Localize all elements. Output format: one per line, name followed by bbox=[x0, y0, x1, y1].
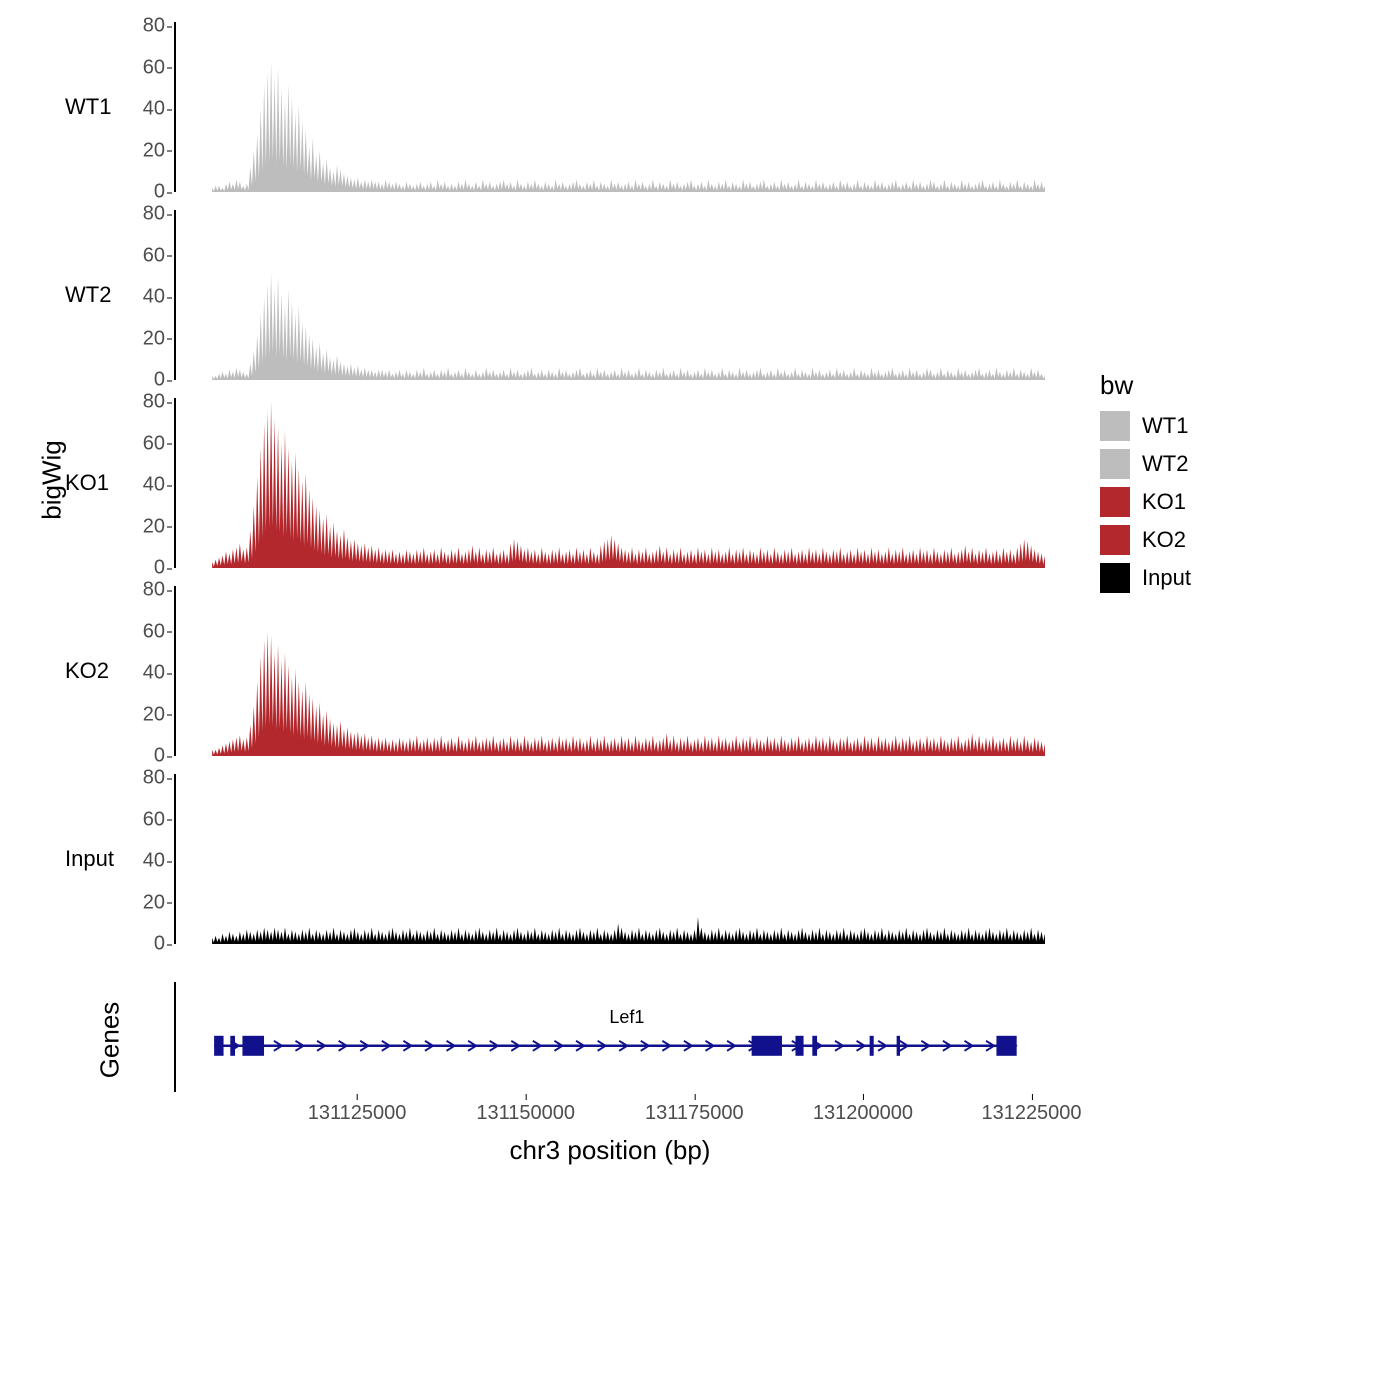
track-profile-svg bbox=[175, 586, 1045, 756]
y-tick: 0 bbox=[154, 933, 175, 956]
legend-item: KO1 bbox=[1100, 487, 1191, 517]
track-label: KO2 bbox=[65, 658, 109, 684]
track-label: KO1 bbox=[65, 470, 109, 496]
x-tick: 131150000 bbox=[476, 1102, 575, 1125]
track-panel-ko1: KO1 020406080 bbox=[175, 398, 1045, 568]
track-panel-wt2: WT2 020406080 bbox=[175, 210, 1045, 380]
genes-panel: Lef1 bbox=[175, 982, 1045, 1092]
y-tick: 20 bbox=[143, 515, 175, 538]
x-axis-title: chr3 position (bp) bbox=[510, 1135, 711, 1166]
y-tick: 40 bbox=[143, 286, 175, 309]
y-tick: 60 bbox=[143, 56, 175, 79]
legend-item: Input bbox=[1100, 563, 1191, 593]
y-tick: 20 bbox=[143, 891, 175, 914]
legend-swatch bbox=[1100, 525, 1130, 555]
track-panel-input: Input 020406080 bbox=[175, 774, 1045, 944]
y-tick: 60 bbox=[143, 620, 175, 643]
legend-label: KO1 bbox=[1142, 489, 1186, 515]
legend-label: WT1 bbox=[1142, 413, 1188, 439]
legend-item: WT2 bbox=[1100, 449, 1191, 479]
y-tick: 60 bbox=[143, 244, 175, 267]
bigwig-track-plot: WT1 020406080 WT2 020406080 KO1 02040608… bbox=[0, 0, 1400, 1400]
legend-label: Input bbox=[1142, 565, 1191, 591]
track-panel-ko2: KO2 020406080 bbox=[175, 586, 1045, 756]
legend: bw WT1 WT2 KO1 KO2 Input bbox=[1100, 370, 1191, 601]
y-tick: 40 bbox=[143, 98, 175, 121]
track-profile-svg bbox=[175, 774, 1045, 944]
track-label: WT1 bbox=[65, 94, 111, 120]
y-tick: 80 bbox=[143, 579, 175, 602]
x-tick: 131125000 bbox=[308, 1102, 407, 1125]
y-tick: 80 bbox=[143, 767, 175, 790]
legend-label: WT2 bbox=[1142, 451, 1188, 477]
y-tick: 80 bbox=[143, 15, 175, 38]
x-tick: 131200000 bbox=[813, 1102, 913, 1125]
genes-axis-title: Genes bbox=[95, 1002, 126, 1079]
y-tick: 40 bbox=[143, 850, 175, 873]
y-tick: 60 bbox=[143, 432, 175, 455]
track-label: WT2 bbox=[65, 282, 111, 308]
y-tick: 0 bbox=[154, 369, 175, 392]
track-panel-wt1: WT1 020406080 bbox=[175, 22, 1045, 192]
track-profile-svg bbox=[175, 398, 1045, 568]
track-profile-svg bbox=[175, 210, 1045, 380]
legend-swatch bbox=[1100, 411, 1130, 441]
track-profile-svg bbox=[175, 22, 1045, 192]
legend-item: WT1 bbox=[1100, 411, 1191, 441]
gene-model-svg bbox=[175, 982, 1045, 1092]
legend-swatch bbox=[1100, 487, 1130, 517]
x-tick: 131225000 bbox=[981, 1102, 1081, 1125]
legend-label: KO2 bbox=[1142, 527, 1186, 553]
track-label: Input bbox=[65, 846, 114, 872]
legend-item: KO2 bbox=[1100, 525, 1191, 555]
x-axis: 1311250001311500001311750001312000001312… bbox=[175, 1102, 1045, 1132]
y-axis-title: bigWig bbox=[37, 440, 68, 519]
y-tick: 80 bbox=[143, 203, 175, 226]
x-tick: 131175000 bbox=[645, 1102, 744, 1125]
legend-title: bw bbox=[1100, 370, 1191, 401]
y-tick: 40 bbox=[143, 662, 175, 685]
legend-swatch bbox=[1100, 449, 1130, 479]
y-tick: 0 bbox=[154, 557, 175, 580]
y-tick: 20 bbox=[143, 703, 175, 726]
y-tick: 80 bbox=[143, 391, 175, 414]
y-tick: 60 bbox=[143, 808, 175, 831]
y-tick: 20 bbox=[143, 327, 175, 350]
y-tick: 0 bbox=[154, 181, 175, 204]
y-tick: 20 bbox=[143, 139, 175, 162]
legend-swatch bbox=[1100, 563, 1130, 593]
y-tick: 40 bbox=[143, 474, 175, 497]
y-tick: 0 bbox=[154, 745, 175, 768]
